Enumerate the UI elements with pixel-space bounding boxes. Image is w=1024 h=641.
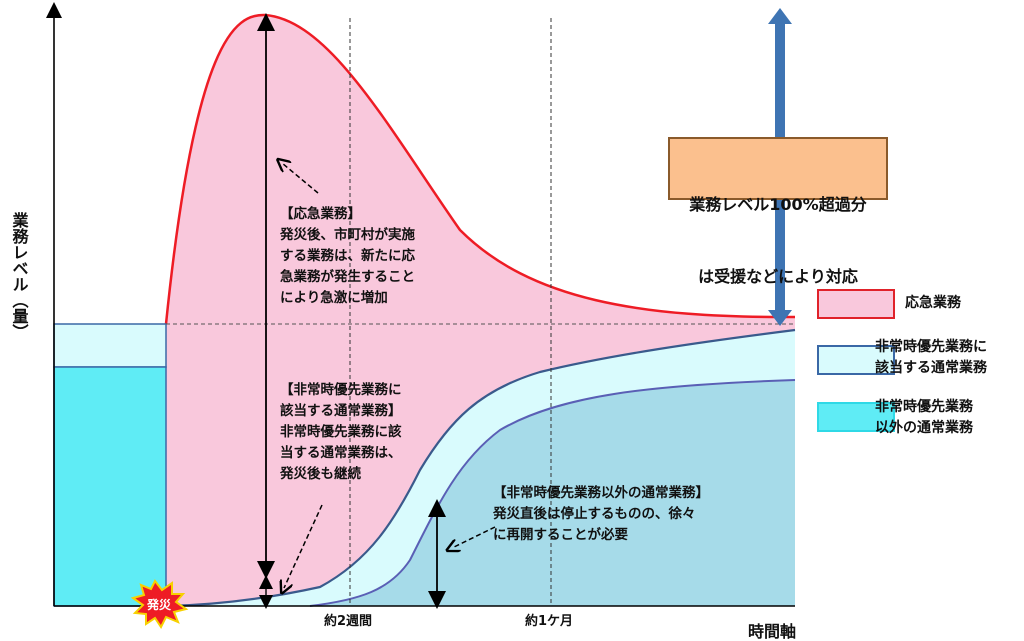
callout-line-2: は受援などにより対応 [698,267,858,286]
explosion-icon: 発災 [130,579,189,629]
tick-label-two-weeks: 約2週間 [324,613,372,629]
legend-label-priority-normal: 非常時優先業務に 該当する通常業務 [875,339,987,376]
pre-disaster-bottom-block [53,366,167,607]
emergency-curve [164,13,796,325]
dashed-arrow-icon [284,504,323,588]
pre-disaster-top-block [53,323,167,368]
emergency-annotation: 【応急業務】 発災後、市町村が実施 する業務は、新たに応 急業務が発生すること … [280,206,415,306]
legend-label-emergency: 応急業務 [905,295,961,311]
over-capacity-callout: 業務レベル100%超過分 は受援などにより対応 [668,137,888,286]
x-axis-label: 時間軸 [748,622,796,641]
legend-swatch-emergency [817,289,895,319]
legend-swatch-priority-normal [817,345,895,375]
tick-label-one-month: 約1ケ月 [525,613,573,629]
emergency-area [166,14,795,606]
y-axis-label: 業務レベル（量） [10,211,30,340]
other-normal-annotation: 【非常時優先業務以外の通常業務】 発災直後は停止するものの、徐々 に再開すること… [493,485,709,543]
legend-swatch-other-normal [817,402,895,432]
disaster-badge-label: 発災 [146,597,172,612]
legend-label-other-normal: 非常時優先業務 以外の通常業務 [875,399,973,436]
priority-normal-annotation: 【非常時優先業務に 該当する通常業務】 非常時優先業務に該 当する通常業務は、 … [280,382,402,482]
other-normal-curve [309,379,796,607]
callout-line-1: 業務レベル100%超過分 [689,195,867,214]
